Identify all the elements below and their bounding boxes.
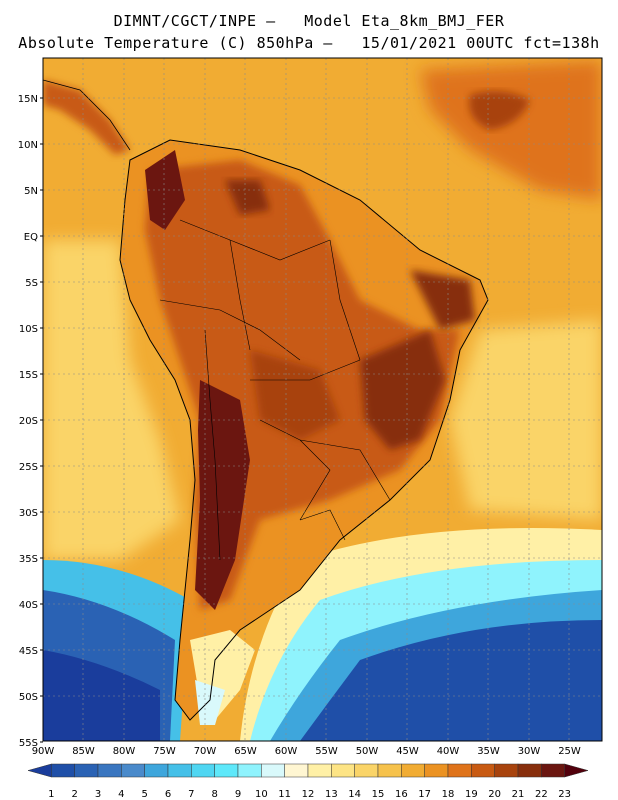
title-line-2: Absolute Temperature (C) 850hPa – 15/01/… (18, 34, 600, 52)
longitude-label: 65W (234, 746, 257, 757)
latitude-label: 15N (18, 94, 38, 105)
legend-swatch (284, 763, 309, 778)
legend-swatch (424, 763, 449, 778)
latitude-label: 35S (19, 554, 38, 565)
legend-value-label: 14 (348, 789, 361, 800)
latitude-label: 55S (19, 738, 38, 749)
legend-swatch (144, 763, 169, 778)
longitude-label: 55W (315, 746, 338, 757)
legend-value-label: 10 (255, 789, 268, 800)
legend-swatch (97, 763, 122, 778)
legend-value-label: 20 (488, 789, 501, 800)
legend-value-label: 15 (372, 789, 385, 800)
legend-value-label: 5 (141, 789, 147, 800)
legend-swatch (167, 763, 192, 778)
legend-value-label: 7 (188, 789, 194, 800)
longitude-label: 45W (396, 746, 419, 757)
legend-value-label: 23 (558, 789, 571, 800)
legend-swatch (447, 763, 472, 778)
legend-swatch (27, 763, 52, 778)
temperature-field (43, 58, 602, 741)
longitude-labels: 90W 85W 80W 75W 70W 65W 60W 55W 50W 45W 40W 35W 30W 2… (32, 746, 581, 757)
latitude-label: 30S (19, 508, 38, 519)
legend-value-label: 18 (442, 789, 455, 800)
latitude-label: 45S (19, 646, 38, 657)
legend-swatch (354, 763, 379, 778)
legend-value-label: 4 (118, 789, 124, 800)
legend-value-label: 11 (278, 789, 291, 800)
legend-value-label: 6 (165, 789, 171, 800)
legend-swatch (541, 763, 565, 778)
latitude-label: 5N (24, 186, 38, 197)
legend-swatch (494, 763, 519, 778)
longitude-label: 60W (275, 746, 298, 757)
legend-swatch (51, 763, 75, 778)
longitude-label: 75W (153, 746, 176, 757)
legend-swatch (401, 763, 425, 778)
latitude-label: 50S (19, 692, 38, 703)
longitude-label: 70W (194, 746, 217, 757)
legend-swatch (261, 763, 285, 778)
legend-swatch (214, 763, 239, 778)
legend-value-label: 16 (395, 789, 408, 800)
longitude-label: 85W (72, 746, 95, 757)
legend-swatch (564, 763, 589, 778)
longitude-label: 25W (558, 746, 581, 757)
latitude-labels: 15N 10N 5N EQ 5S 10S 15S 20S 25S 30S 35S 40S 45S 50S 5… (18, 94, 43, 749)
latitude-label: EQ (24, 232, 38, 243)
title-line-1: DIMNT/CGCT/INPE – Model Eta_8km_BMJ_FER (113, 12, 505, 30)
latitude-label: 10S (19, 324, 38, 335)
latitude-label: 5S (25, 278, 38, 289)
legend-value-label: 1 (48, 789, 54, 800)
latitude-label: 10N (18, 140, 38, 151)
latitude-label: 20S (19, 416, 38, 427)
legend-value-label: 2 (71, 789, 77, 800)
legend-value-label: 19 (465, 789, 478, 800)
latitude-label: 15S (19, 370, 38, 381)
legend-value-label: 21 (512, 789, 525, 800)
legend-swatch (377, 763, 402, 778)
legend-swatch (237, 763, 262, 778)
legend-value-label: 8 (211, 789, 217, 800)
longitude-label: 35W (477, 746, 500, 757)
legend-value-label: 17 (418, 789, 431, 800)
legend-value-label: 3 (95, 789, 101, 800)
legend-value-label: 9 (235, 789, 241, 800)
legend-swatch (121, 763, 145, 778)
legend-swatch (74, 763, 99, 778)
legend-swatch (331, 763, 355, 778)
legend-swatch (191, 763, 215, 778)
latitude-label: 25S (19, 462, 38, 473)
legend-value-label: 13 (325, 789, 338, 800)
legend-swatch (307, 763, 332, 778)
longitude-label: 30W (518, 746, 541, 757)
legend-value-label: 12 (302, 789, 315, 800)
longitude-label: 40W (437, 746, 460, 757)
latitude-label: 40S (19, 600, 38, 611)
longitude-label: 80W (113, 746, 136, 757)
longitude-label: 50W (356, 746, 379, 757)
legend-swatch (517, 763, 542, 778)
legend-value-label: 22 (535, 789, 548, 800)
map-frame (42, 57, 603, 742)
longitude-label: 90W (32, 746, 55, 757)
legend-swatch (471, 763, 495, 778)
